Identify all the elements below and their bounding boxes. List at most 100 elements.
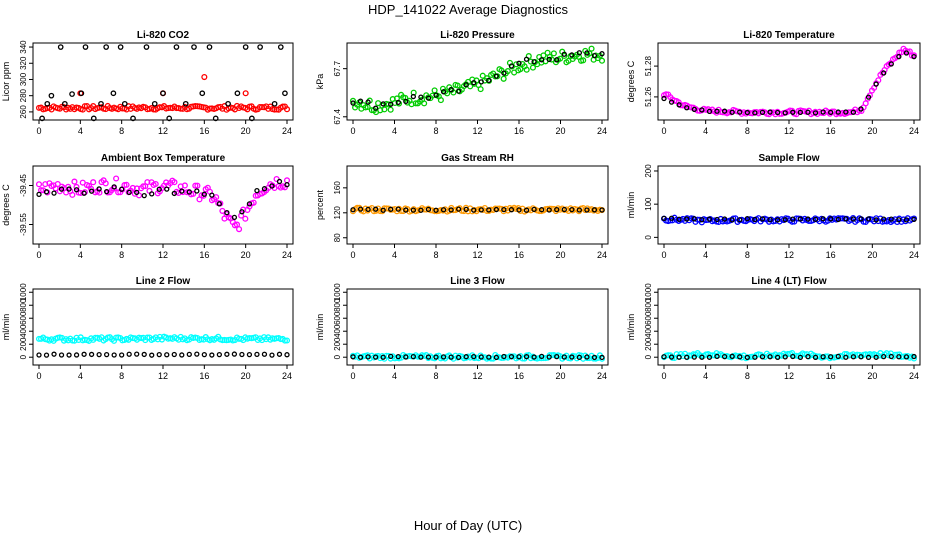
data-point (835, 353, 841, 360)
data-point (858, 354, 864, 360)
data-point (911, 353, 917, 360)
data-point (357, 206, 364, 212)
data-point (224, 351, 230, 357)
x-tick-label: 12 (472, 250, 482, 260)
data-point (478, 354, 484, 360)
data-point (182, 100, 189, 107)
data-point (576, 207, 583, 213)
data-point (586, 50, 593, 57)
data-point (156, 186, 162, 192)
data-point (380, 354, 386, 360)
data-point (216, 351, 223, 358)
data-point (888, 61, 894, 67)
y-axis-label: ml/min (626, 192, 636, 219)
data-point (36, 352, 42, 358)
panel-title: Li-820 Pressure (440, 30, 515, 41)
data-point (44, 100, 51, 107)
data-point (126, 189, 132, 196)
data-point (896, 354, 902, 360)
series-average (661, 215, 917, 223)
x-tick-label: 20 (241, 371, 251, 381)
x-tick-label: 16 (826, 126, 836, 136)
y-tick-label: 120 (333, 206, 342, 220)
data-point (48, 92, 55, 99)
data-point (759, 354, 766, 360)
data-point (774, 354, 781, 361)
x-tick-label: 24 (597, 126, 607, 136)
data-point (281, 337, 288, 344)
data-point (699, 354, 705, 360)
y-tick-label: 67.7 (333, 60, 342, 76)
data-point (350, 207, 356, 213)
x-tick-label: 4 (703, 371, 708, 381)
x-tick-label: 20 (867, 371, 877, 381)
data-point (134, 189, 140, 195)
data-point (284, 182, 290, 188)
data-point (516, 207, 522, 213)
y-tick-label: 600 (644, 311, 653, 325)
data-point (156, 351, 162, 358)
y-tick-label: 0 (644, 354, 653, 359)
data-point (152, 180, 159, 188)
panel-title: Line 3 Flow (450, 276, 505, 287)
data-point (706, 354, 713, 360)
data-point (790, 109, 796, 115)
data-point (357, 98, 364, 104)
data-point (160, 90, 166, 97)
x-tick-label: 8 (745, 126, 750, 136)
data-point (271, 100, 278, 107)
data-point (385, 101, 392, 108)
data-point (790, 216, 796, 222)
data-point (440, 89, 447, 95)
data-point (797, 354, 804, 361)
x-tick-label: 16 (514, 250, 524, 260)
data-point (471, 80, 477, 86)
data-point (699, 107, 705, 113)
data-point (805, 353, 811, 360)
data-point (246, 351, 253, 358)
y-tick-label: 600 (19, 311, 28, 325)
data-point (691, 216, 697, 222)
data-point (388, 206, 394, 212)
data-point (209, 352, 215, 358)
y-tick-label: 200 (644, 337, 653, 351)
data-point (478, 79, 484, 85)
data-point (425, 95, 432, 101)
data-point (261, 186, 268, 192)
data-point (501, 206, 507, 213)
panel-title: Li-820 Temperature (743, 30, 835, 41)
data-point (471, 353, 477, 360)
data-point (508, 354, 515, 360)
data-point (561, 206, 567, 213)
data-point (254, 187, 260, 194)
x-tick-label: 4 (78, 250, 83, 260)
data-point (246, 201, 253, 207)
data-point (812, 110, 819, 116)
data-point (209, 192, 215, 198)
x-tick-label: 20 (241, 126, 251, 136)
data-point (242, 44, 249, 50)
data-point (103, 351, 110, 358)
panel-title: Ambient Box Temperature (101, 153, 226, 164)
data-point (820, 109, 826, 115)
data-point (126, 351, 132, 357)
x-tick-label: 20 (555, 371, 565, 381)
data-point (88, 188, 95, 194)
x-tick-label: 24 (909, 371, 919, 381)
data-point (179, 352, 185, 358)
data-point (102, 180, 109, 187)
data-point (231, 351, 238, 357)
data-point (261, 351, 268, 357)
data-point (365, 206, 371, 213)
x-tick-label: 8 (745, 250, 750, 260)
data-point (471, 207, 477, 213)
x-tick-label: 24 (909, 250, 919, 260)
x-tick-label: 24 (282, 371, 292, 381)
data-point (896, 217, 902, 223)
data-point (599, 207, 605, 213)
plot-frame (657, 165, 921, 245)
data-point (110, 185, 118, 192)
y-axis-label: percent (315, 189, 325, 220)
x-tick-label: 12 (784, 371, 794, 381)
data-point (61, 100, 68, 107)
